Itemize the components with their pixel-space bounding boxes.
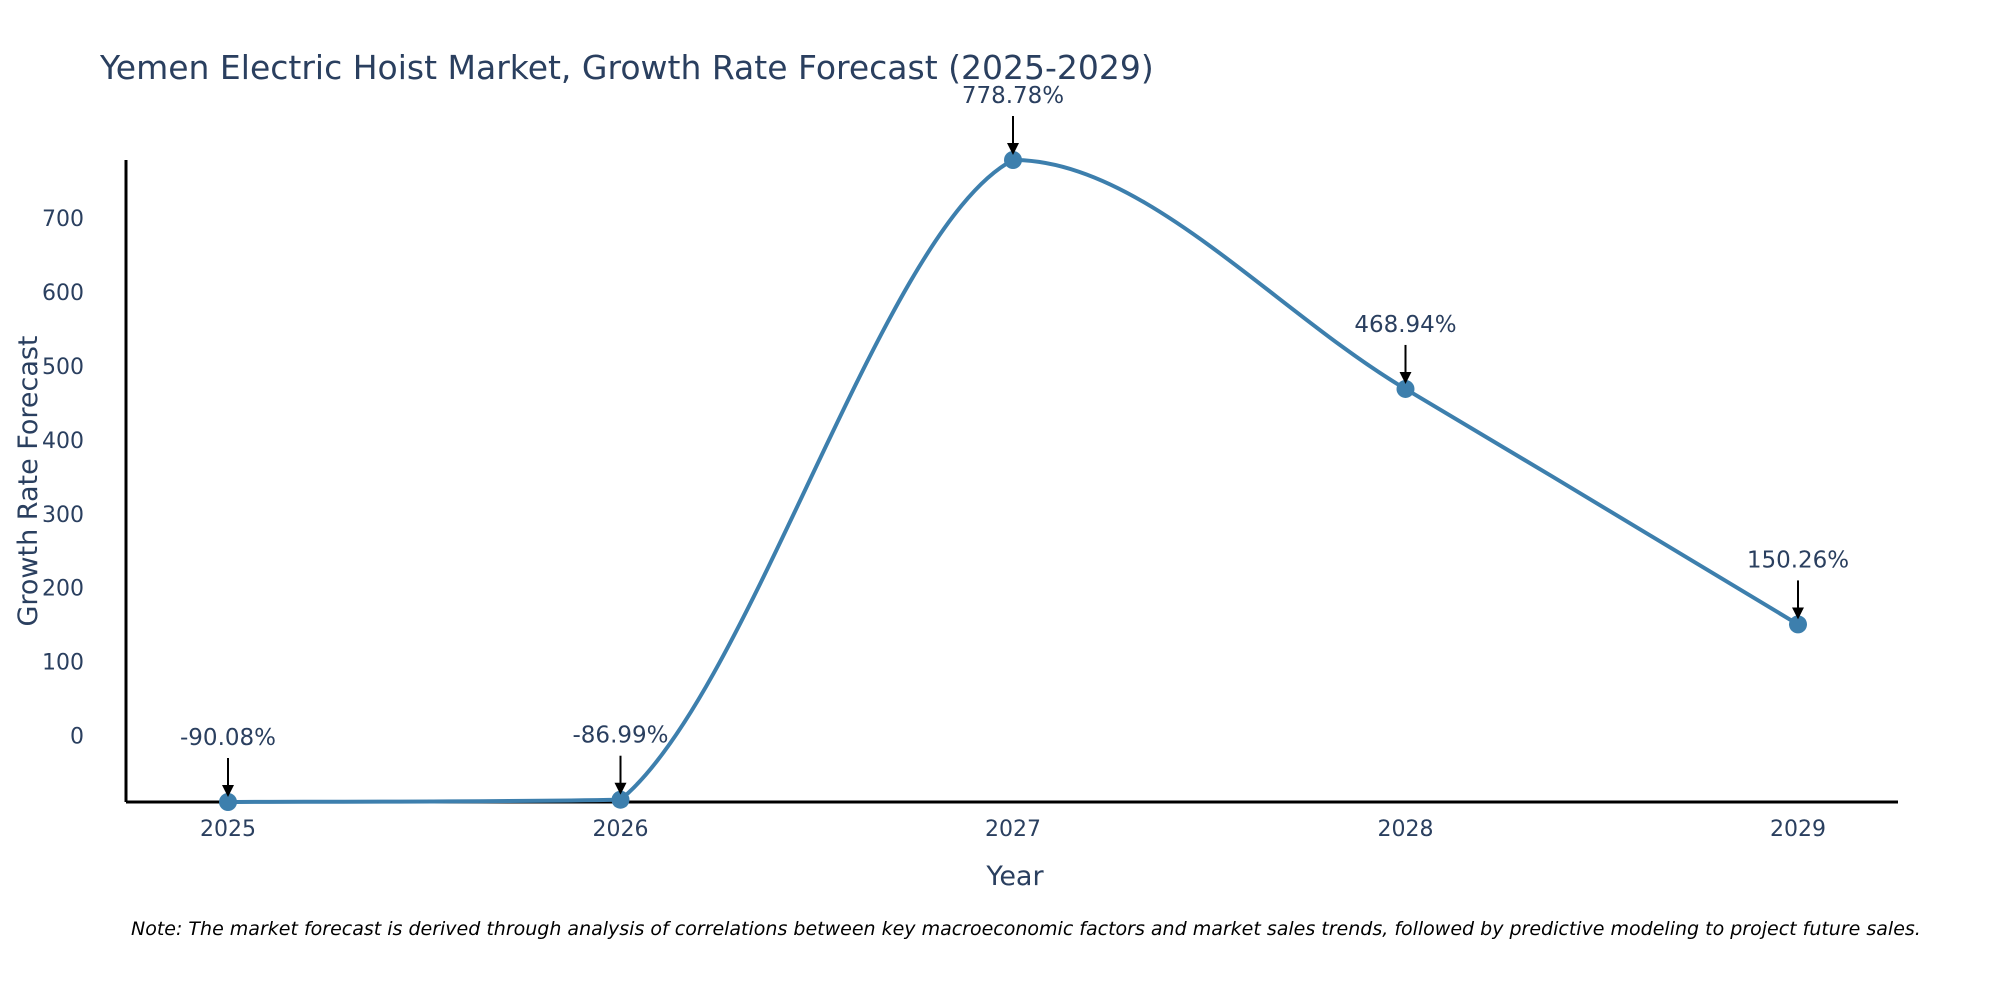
data-point-2029 [1789,615,1807,634]
series-line [227,157,1800,804]
y-tick-labels: 0 100 200 300 400 500 600 700 [42,207,84,749]
y-tick-label: 100 [42,651,84,676]
data-label-2025: -90.08% [180,725,276,751]
y-tick-label: 400 [42,429,84,454]
y-tick-label: 700 [42,207,84,232]
data-label-2026: -86.99% [573,723,669,749]
data-point-2027 [1004,151,1022,169]
data-label-2029: 150.26% [1747,547,1849,573]
y-tick-label: 200 [42,577,84,602]
data-point-2026 [611,790,630,809]
x-tick-labels: 2025 2026 2027 2028 2029 [200,817,1826,842]
y-tick-label: 600 [42,281,84,306]
data-annotations: -90.08% -86.99% 778.78% 468.94% 150.26% [180,83,1849,797]
data-label-2027: 778.78% [962,83,1064,109]
data-point-2025 [219,793,237,811]
axis-group [124,160,1898,804]
y-tick-label: 300 [42,503,84,528]
x-tick-label: 2025 [200,817,256,842]
x-tick-label: 2026 [593,817,649,842]
y-tick-label: 0 [70,724,84,749]
x-tick-label: 2028 [1378,817,1434,842]
y-tick-label: 500 [42,355,84,380]
y-axis-title: Growth Rate Forecast [13,335,44,626]
data-label-2028: 468.94% [1354,312,1456,338]
chart-title: Yemen Electric Hoist Market, Growth Rate… [99,48,1154,87]
x-tick-label: 2029 [1770,817,1826,842]
chart-note: Note: The market forecast is derived thr… [131,918,1921,940]
x-axis-title: Year [985,861,1044,892]
data-points [219,151,1807,811]
x-tick-label: 2027 [985,817,1041,842]
data-point-2028 [1396,379,1415,398]
